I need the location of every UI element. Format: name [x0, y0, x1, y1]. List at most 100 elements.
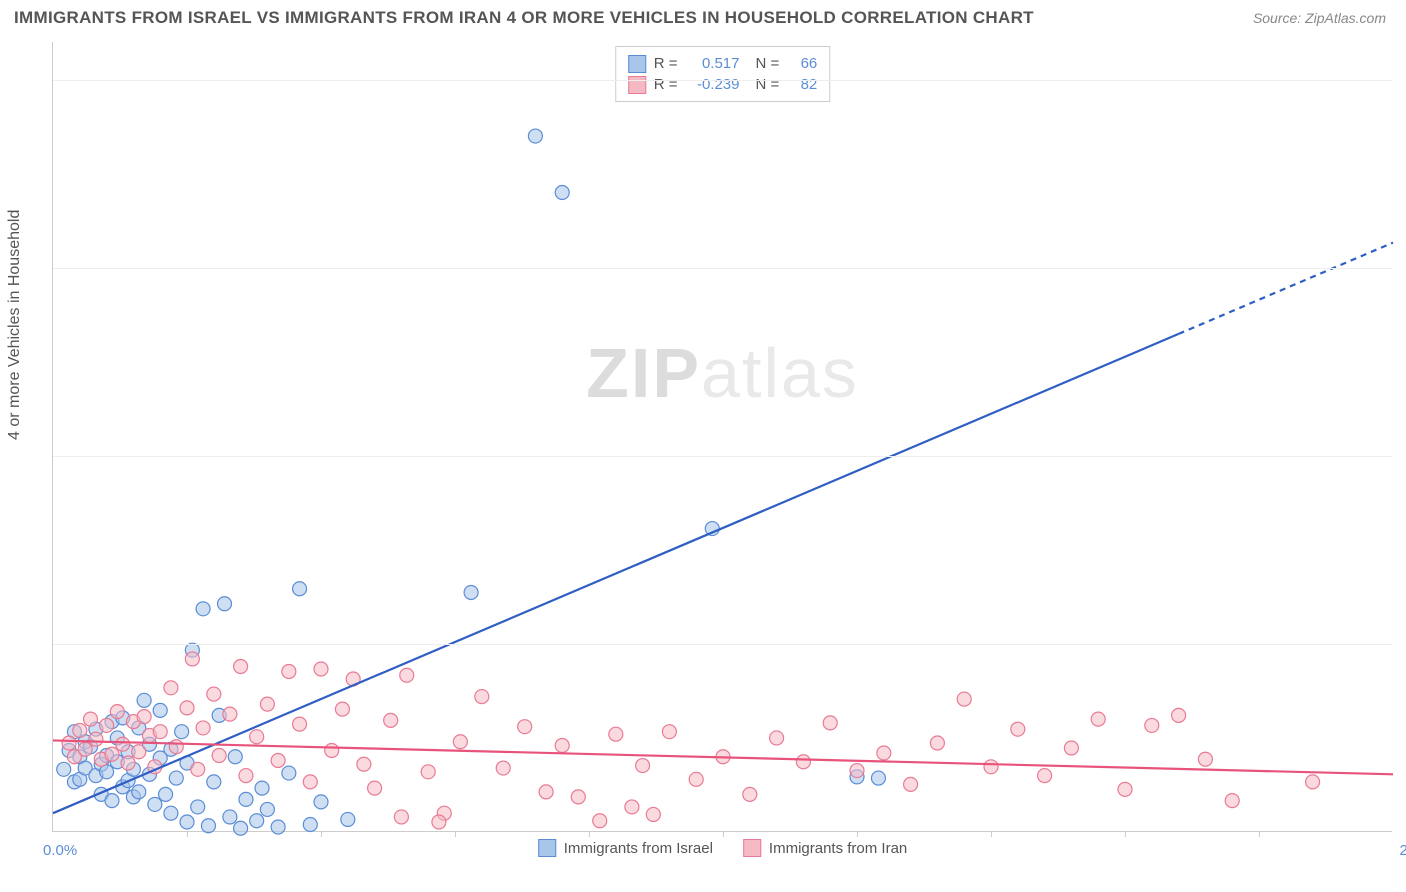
data-point	[625, 800, 639, 814]
data-point	[228, 750, 242, 764]
data-point	[175, 725, 189, 739]
data-point	[1091, 712, 1105, 726]
data-point	[271, 820, 285, 834]
data-point	[1172, 708, 1186, 722]
data-point	[57, 762, 71, 776]
data-point	[159, 787, 173, 801]
data-point	[770, 731, 784, 745]
x-tick	[991, 831, 992, 837]
data-point	[223, 707, 237, 721]
data-point	[73, 723, 87, 737]
series-legend: Immigrants from Israel Immigrants from Ir…	[538, 839, 908, 857]
data-point	[314, 795, 328, 809]
x-tick	[455, 831, 456, 837]
data-point	[121, 756, 135, 770]
legend-row: R =0.517N =66	[628, 53, 818, 74]
data-point	[593, 814, 607, 828]
data-point	[325, 743, 339, 757]
data-point	[303, 817, 317, 831]
data-point	[432, 815, 446, 829]
n-value: 82	[787, 74, 817, 95]
data-point	[185, 652, 199, 666]
data-point	[293, 717, 307, 731]
legend-item: Immigrants from Israel	[538, 839, 713, 857]
data-point	[282, 664, 296, 678]
data-point	[453, 735, 467, 749]
n-label: N =	[756, 53, 780, 74]
data-point	[110, 705, 124, 719]
r-label: R =	[654, 53, 678, 74]
data-point	[518, 720, 532, 734]
x-origin-label: 0.0%	[43, 842, 77, 859]
data-point	[137, 693, 151, 707]
data-point	[164, 806, 178, 820]
legend-swatch	[628, 55, 646, 73]
data-point	[957, 692, 971, 706]
data-point	[528, 129, 542, 143]
data-point	[1118, 782, 1132, 796]
data-point	[196, 721, 210, 735]
data-point	[153, 725, 167, 739]
legend-swatch	[538, 839, 556, 857]
r-value: 0.517	[686, 53, 740, 74]
x-tick	[1125, 831, 1126, 837]
data-point	[823, 716, 837, 730]
data-point	[89, 732, 103, 746]
data-point	[539, 785, 553, 799]
legend-swatch	[628, 76, 646, 94]
legend-swatch	[743, 839, 761, 857]
data-point	[796, 755, 810, 769]
data-point	[384, 713, 398, 727]
data-point	[100, 718, 114, 732]
x-tick	[187, 831, 188, 837]
r-value: -0.239	[686, 74, 740, 95]
data-point	[132, 745, 146, 759]
data-point	[1011, 722, 1025, 736]
scatter-svg	[53, 42, 1392, 831]
x-tick	[589, 831, 590, 837]
data-point	[555, 738, 569, 752]
data-point	[201, 819, 215, 833]
data-point	[116, 737, 130, 751]
data-point	[1038, 769, 1052, 783]
data-point	[394, 810, 408, 824]
data-point	[234, 821, 248, 835]
data-point	[314, 662, 328, 676]
chart-title: IMMIGRANTS FROM ISRAEL VS IMMIGRANTS FRO…	[14, 8, 1034, 28]
data-point	[62, 736, 76, 750]
data-point	[1198, 752, 1212, 766]
data-point	[78, 742, 92, 756]
data-point	[196, 602, 210, 616]
gridline	[53, 268, 1392, 269]
data-point	[207, 687, 221, 701]
data-point	[191, 762, 205, 776]
data-point	[169, 771, 183, 785]
x-tick	[1259, 831, 1260, 837]
data-point	[137, 710, 151, 724]
y-axis-label: 4 or more Vehicles in Household	[6, 210, 24, 440]
legend-row: R =-0.239N =82	[628, 74, 818, 95]
n-label: N =	[756, 74, 780, 95]
gridline	[53, 644, 1392, 645]
correlation-legend: R =0.517N =66R =-0.239N =82	[615, 46, 831, 102]
data-point	[689, 772, 703, 786]
data-point	[636, 759, 650, 773]
data-point	[877, 746, 891, 760]
legend-label: Immigrants from Israel	[564, 840, 713, 857]
data-point	[984, 760, 998, 774]
data-point	[282, 766, 296, 780]
data-point	[850, 764, 864, 778]
data-point	[191, 800, 205, 814]
data-point	[571, 790, 585, 804]
data-point	[239, 792, 253, 806]
data-point	[475, 690, 489, 704]
data-point	[464, 585, 478, 599]
data-point	[400, 668, 414, 682]
data-point	[303, 775, 317, 789]
x-tick	[321, 831, 322, 837]
chart-plot-area: ZIPatlas R =0.517N =66R =-0.239N =82 0.0…	[52, 42, 1392, 832]
data-point	[871, 771, 885, 785]
data-point	[250, 814, 264, 828]
data-point	[132, 785, 146, 799]
legend-label: Immigrants from Iran	[769, 840, 907, 857]
